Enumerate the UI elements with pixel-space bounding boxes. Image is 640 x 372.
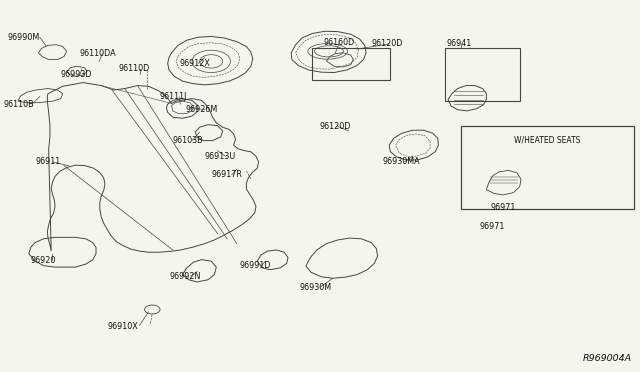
Text: W/HEATED SEATS: W/HEATED SEATS [514,136,580,145]
Text: 96941: 96941 [447,39,472,48]
Text: 96110D: 96110D [118,64,150,73]
Bar [445,48,520,101]
Text: 96120D: 96120D [320,122,351,131]
Text: 96910X: 96910X [108,322,138,331]
Text: 96993D: 96993D [61,70,92,79]
Text: 96930M: 96930M [300,283,332,292]
Text: 96920: 96920 [31,256,56,265]
Text: 96911: 96911 [35,157,60,166]
Text: 96971: 96971 [480,222,506,231]
Text: 96110B: 96110B [3,100,34,109]
Text: 96926M: 96926M [186,105,218,114]
Bar [461,126,634,209]
Text: 96913U: 96913U [205,152,236,161]
Bar [312,48,390,80]
Text: 96120D: 96120D [371,39,403,48]
Text: R969004A: R969004A [583,354,632,363]
Text: 96917R: 96917R [211,170,242,179]
Text: 96930MA: 96930MA [383,157,420,166]
Text: 96103B: 96103B [173,136,204,145]
Text: 96111J: 96111J [160,92,188,101]
Text: 96160D: 96160D [323,38,355,47]
Text: 96992N: 96992N [170,272,201,280]
Text: 96990M: 96990M [8,33,40,42]
Text: 96912X: 96912X [179,59,210,68]
Text: 96991D: 96991D [240,262,271,270]
Text: 96971: 96971 [491,203,516,212]
Text: 96110DA: 96110DA [80,49,116,58]
